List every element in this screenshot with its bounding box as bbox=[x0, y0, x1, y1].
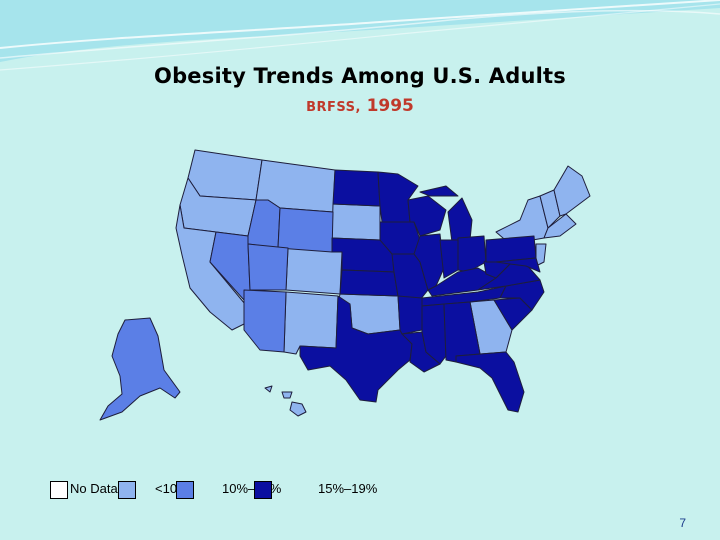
state-alaska bbox=[99, 317, 181, 421]
state-maryland-delaware bbox=[495, 257, 541, 273]
state-indiana bbox=[439, 239, 459, 279]
legend-label-10-14: 10%–14% bbox=[222, 481, 282, 496]
state-ohio bbox=[457, 235, 487, 273]
state-arkansas bbox=[397, 295, 423, 335]
subtitle-year: 1995 bbox=[366, 96, 414, 116]
page-number: 7 bbox=[679, 516, 686, 530]
state-utah bbox=[247, 243, 289, 291]
state-pennsylvania bbox=[485, 235, 537, 263]
state-michigan bbox=[419, 185, 473, 243]
state-kansas bbox=[339, 269, 399, 297]
state-maine bbox=[553, 165, 591, 217]
state-south-dakota bbox=[331, 203, 381, 241]
state-colorado bbox=[285, 247, 343, 295]
state-arizona bbox=[243, 289, 287, 353]
state-hawaii bbox=[264, 385, 307, 417]
legend-swatch-no-data bbox=[50, 481, 68, 499]
state-north-dakota bbox=[332, 169, 381, 207]
legend-label-15-19: 15%–19% bbox=[318, 481, 378, 496]
legend-swatch-15-19 bbox=[254, 481, 272, 499]
state-new-mexico bbox=[283, 291, 339, 355]
state-wyoming bbox=[277, 207, 334, 253]
page-title: Obesity Trends Among U.S. Adults bbox=[154, 64, 566, 88]
decorative-waves bbox=[0, 0, 720, 71]
subtitle-source: BRFSS, bbox=[306, 100, 361, 115]
state-california bbox=[175, 204, 251, 331]
state-mass-ri-ct bbox=[543, 213, 577, 239]
legend-swatch-under-10 bbox=[118, 481, 136, 499]
state-texas bbox=[299, 295, 413, 403]
subtitle: BRFSS, 1995 bbox=[0, 96, 720, 116]
legend-swatch-10-14 bbox=[176, 481, 194, 499]
state-washington bbox=[187, 149, 263, 201]
state-wisconsin bbox=[407, 195, 447, 237]
legend-label-no-data: No Data bbox=[70, 481, 118, 496]
state-florida bbox=[455, 351, 525, 413]
